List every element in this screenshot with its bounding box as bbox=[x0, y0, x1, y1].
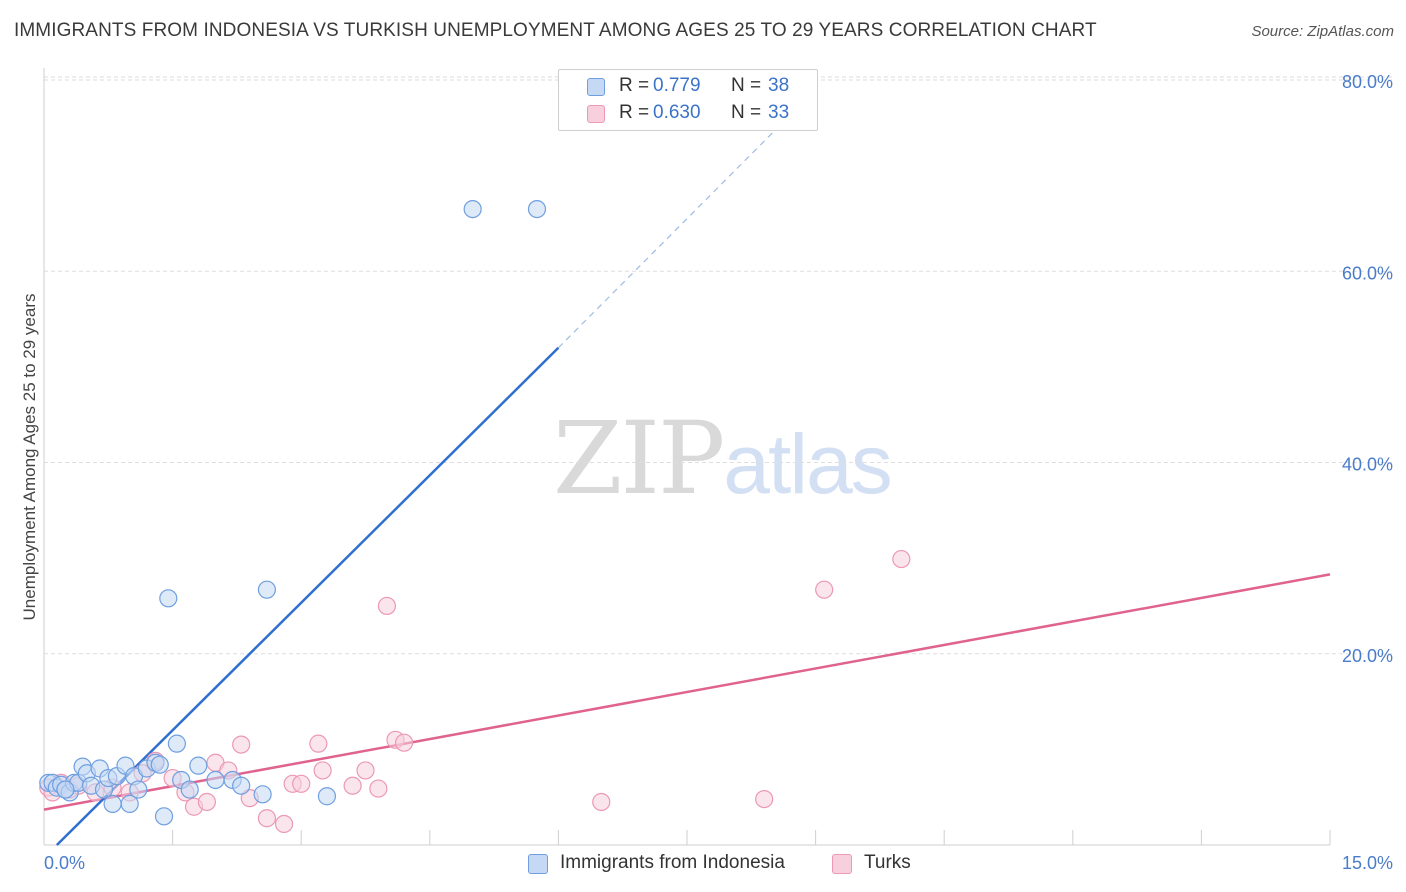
y-tick-label: 60.0% bbox=[1342, 263, 1393, 283]
data-point-turks bbox=[274, 814, 294, 834]
tick-labels: 20.0% 40.0% 60.0% 80.0% 0.0% 15.0% bbox=[44, 72, 1393, 873]
bottom-legend-label: Immigrants from Indonesia bbox=[560, 852, 785, 873]
data-point-turks bbox=[232, 735, 251, 754]
trend-line-turks bbox=[43, 573, 1331, 811]
x-tick-label-start: 0.0% bbox=[44, 853, 85, 873]
data-point-indonesia bbox=[527, 199, 547, 219]
x-tick-label-end: 15.0% bbox=[1342, 853, 1393, 873]
gridlines bbox=[44, 76, 1392, 655]
y-tick-label: 20.0% bbox=[1342, 646, 1393, 666]
legend-n-value: 33 bbox=[768, 102, 790, 123]
data-point-turks bbox=[394, 733, 414, 752]
data-point-indonesia bbox=[56, 780, 75, 799]
data-point-turks bbox=[356, 761, 375, 780]
data-point-indonesia bbox=[317, 787, 337, 806]
legend-r-label: R = bbox=[619, 75, 650, 96]
legend-n-label: N = bbox=[731, 75, 762, 96]
source-label: Source: ZipAtlas.com bbox=[1251, 23, 1394, 40]
legend-r-label: R = bbox=[619, 102, 650, 123]
data-point-turks bbox=[892, 549, 911, 569]
data-point-indonesia bbox=[154, 807, 174, 826]
legend-swatch-indonesia bbox=[587, 78, 605, 96]
data-point-indonesia bbox=[150, 755, 169, 774]
data-point-turks bbox=[815, 580, 834, 599]
data-point-indonesia bbox=[463, 199, 482, 219]
data-point-indonesia bbox=[103, 794, 122, 813]
axes bbox=[43, 68, 1331, 846]
data-point-turks bbox=[592, 792, 611, 812]
correlation-legend: R = 0.779 N = 38 R = 0.630 N = 33 bbox=[558, 69, 818, 131]
legend-r-value: 0.779 bbox=[653, 75, 701, 96]
bottom-legend-label: Turks bbox=[864, 852, 911, 873]
data-point-turks bbox=[377, 596, 397, 616]
data-point-indonesia bbox=[167, 734, 186, 753]
data-point-turks bbox=[197, 792, 216, 812]
y-tick-label: 40.0% bbox=[1342, 455, 1393, 475]
data-point-turks bbox=[313, 761, 332, 780]
data-point-indonesia bbox=[129, 780, 148, 799]
data-point-turks bbox=[755, 789, 774, 809]
data-point-turks bbox=[343, 776, 362, 795]
data-point-turks bbox=[292, 774, 311, 793]
y-tick-label: 80.0% bbox=[1342, 72, 1393, 92]
bottom-legend-swatch-turks bbox=[832, 854, 852, 874]
data-point-indonesia bbox=[257, 580, 277, 599]
data-point-indonesia bbox=[180, 780, 199, 799]
data-point-indonesia bbox=[253, 785, 272, 804]
data-points bbox=[39, 199, 911, 834]
data-point-indonesia bbox=[206, 770, 225, 790]
legend-n-value: 38 bbox=[768, 75, 790, 96]
data-point-turks bbox=[369, 779, 388, 798]
trend-line-indonesia-extension bbox=[557, 89, 817, 349]
data-point-indonesia bbox=[189, 756, 208, 775]
data-point-turks bbox=[257, 809, 277, 828]
data-point-turks bbox=[309, 734, 328, 753]
data-point-indonesia bbox=[120, 794, 139, 813]
trend-lines bbox=[43, 89, 1331, 846]
bottom-legend-swatch-indonesia bbox=[528, 854, 548, 874]
legend-swatch-turks bbox=[587, 105, 605, 123]
chart-title: IMMIGRANTS FROM INDONESIA VS TURKISH UNE… bbox=[14, 20, 1097, 41]
data-point-indonesia bbox=[232, 776, 251, 795]
legend-n-label: N = bbox=[731, 102, 762, 123]
legend-r-value: 0.630 bbox=[653, 102, 701, 123]
data-point-indonesia bbox=[159, 589, 178, 608]
